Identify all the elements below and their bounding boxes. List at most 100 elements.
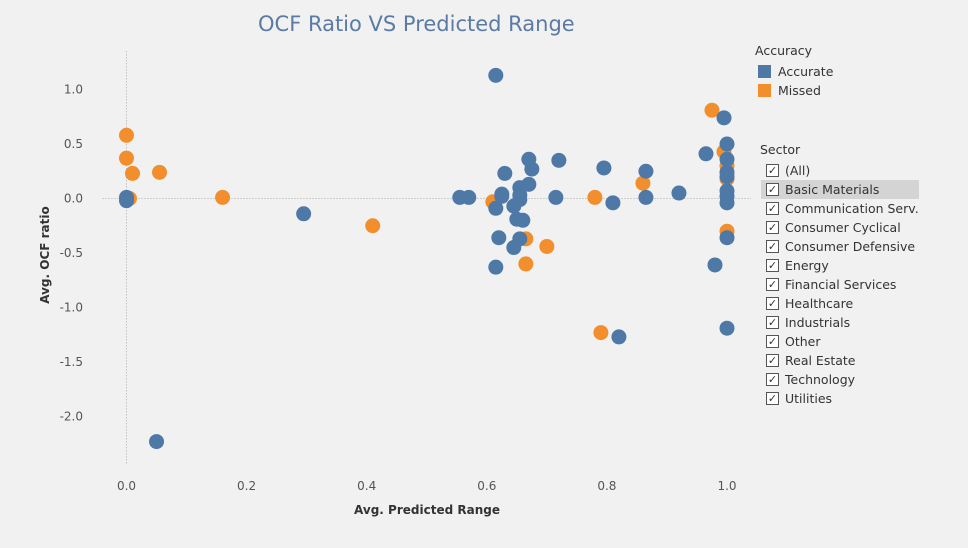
checkbox-checked-icon[interactable]: ✓ <box>766 335 779 348</box>
data-point-missed[interactable] <box>587 189 603 205</box>
data-point-missed[interactable] <box>152 164 168 180</box>
sector-item[interactable]: ✓ Industrials <box>761 313 919 332</box>
data-point-accurate[interactable] <box>698 146 714 162</box>
x-tick-label: 0.2 <box>237 479 256 493</box>
data-point-accurate[interactable] <box>491 230 507 246</box>
data-point-accurate[interactable] <box>605 195 621 211</box>
data-point-accurate[interactable] <box>611 329 627 345</box>
sector-item[interactable]: ✓ Other <box>761 332 919 351</box>
sector-item[interactable]: ✓ (All) <box>761 161 919 180</box>
data-point-missed[interactable] <box>119 150 134 166</box>
data-point-missed[interactable] <box>539 238 555 254</box>
data-point-accurate[interactable] <box>461 189 477 205</box>
y-tick-label: 0.5 <box>64 137 83 151</box>
sector-item-label: Basic Materials <box>785 182 880 197</box>
legend-item-accurate[interactable]: Accurate <box>758 62 833 80</box>
checkbox-checked-icon[interactable]: ✓ <box>766 221 779 234</box>
sector-item-label: Utilities <box>785 391 833 406</box>
data-point-accurate[interactable] <box>488 67 504 83</box>
sector-item[interactable]: ✓ Consumer Defensive <box>761 237 919 256</box>
data-point-missed[interactable] <box>119 127 134 143</box>
data-point-missed[interactable] <box>125 165 141 181</box>
data-point-accurate[interactable] <box>707 257 723 273</box>
y-tick-label: -1.0 <box>60 301 83 315</box>
y-tick-label: 0.0 <box>64 192 83 206</box>
sector-item-label: Financial Services <box>785 277 897 292</box>
sector-item[interactable]: ✓ Consumer Cyclical <box>761 218 919 237</box>
sector-item[interactable]: ✓ Real Estate <box>761 351 919 370</box>
data-point-accurate[interactable] <box>149 434 165 450</box>
x-tick-label: 0.4 <box>357 479 376 493</box>
sector-item[interactable]: ✓ Energy <box>761 256 919 275</box>
data-point-accurate[interactable] <box>719 230 735 246</box>
data-points[interactable] <box>119 67 735 450</box>
legend-item-missed[interactable]: Missed <box>758 81 821 99</box>
data-point-missed[interactable] <box>215 189 231 205</box>
missed-swatch-icon <box>758 83 771 97</box>
y-tick-label: -2.0 <box>60 410 83 424</box>
sector-item[interactable]: ✓ Communication Serv... <box>761 199 919 218</box>
x-axis-ticks: 0.0 0.2 0.4 0.6 0.8 1.0 <box>117 479 737 493</box>
data-point-accurate[interactable] <box>497 165 513 181</box>
checkbox-checked-icon[interactable]: ✓ <box>766 392 779 405</box>
sector-item[interactable]: ✓ Financial Services <box>761 275 919 294</box>
sector-filter-title: Sector <box>760 142 801 157</box>
sector-item[interactable]: ✓ Technology <box>761 370 919 389</box>
checkbox-checked-icon[interactable]: ✓ <box>766 354 779 367</box>
data-point-missed[interactable] <box>365 218 381 234</box>
x-tick-label: 0.0 <box>117 479 136 493</box>
sector-item-label: Other <box>785 334 821 349</box>
sector-item-label: Real Estate <box>785 353 856 368</box>
checkbox-checked-icon[interactable]: ✓ <box>766 316 779 329</box>
data-point-accurate[interactable] <box>719 136 735 152</box>
data-point-accurate[interactable] <box>638 189 654 205</box>
data-point-accurate[interactable] <box>719 320 735 336</box>
data-point-missed[interactable] <box>704 102 720 118</box>
data-point-accurate[interactable] <box>548 189 564 205</box>
chart-title: OCF Ratio VS Predicted Range <box>258 12 575 36</box>
checkbox-checked-icon[interactable]: ✓ <box>766 240 779 253</box>
checkbox-checked-icon[interactable]: ✓ <box>766 164 779 177</box>
sector-item-label: Consumer Cyclical <box>785 220 901 235</box>
x-tick-label: 1.0 <box>717 479 736 493</box>
data-point-accurate[interactable] <box>119 193 134 209</box>
data-point-accurate[interactable] <box>296 206 312 222</box>
sector-item-label: Energy <box>785 258 829 273</box>
data-point-accurate[interactable] <box>719 169 735 185</box>
sector-item[interactable]: ✓ Healthcare <box>761 294 919 313</box>
y-tick-label: -1.5 <box>60 355 83 369</box>
data-point-accurate[interactable] <box>515 212 531 228</box>
legend-label-missed: Missed <box>778 82 821 98</box>
data-point-accurate[interactable] <box>494 186 510 202</box>
data-point-accurate[interactable] <box>719 195 735 211</box>
data-point-accurate[interactable] <box>671 185 687 201</box>
x-tick-label: 0.6 <box>477 479 496 493</box>
checkbox-checked-icon[interactable]: ✓ <box>766 373 779 386</box>
sector-item[interactable]: ✓ Basic Materials <box>761 180 919 199</box>
checkbox-checked-icon[interactable]: ✓ <box>766 297 779 310</box>
y-tick-label: 1.0 <box>64 83 83 97</box>
checkbox-checked-icon[interactable]: ✓ <box>766 202 779 215</box>
data-point-missed[interactable] <box>518 256 534 272</box>
data-point-accurate[interactable] <box>488 259 504 275</box>
checkbox-checked-icon[interactable]: ✓ <box>766 259 779 272</box>
data-point-accurate[interactable] <box>488 200 504 216</box>
checkbox-checked-icon[interactable]: ✓ <box>766 278 779 291</box>
sector-item[interactable]: ✓ Utilities <box>761 389 919 408</box>
checkbox-checked-icon[interactable]: ✓ <box>766 183 779 196</box>
data-point-accurate[interactable] <box>512 192 528 208</box>
data-point-accurate[interactable] <box>716 110 732 126</box>
data-point-accurate[interactable] <box>512 231 528 247</box>
data-point-accurate[interactable] <box>524 161 540 177</box>
y-axis-ticks: 1.0 0.5 0.0 -0.5 -1.0 -1.5 -2.0 <box>60 83 83 424</box>
data-point-accurate[interactable] <box>521 176 537 192</box>
sector-item-label: Industrials <box>785 315 851 330</box>
data-point-missed[interactable] <box>635 175 651 191</box>
data-point-accurate[interactable] <box>596 160 612 176</box>
data-point-accurate[interactable] <box>719 151 735 167</box>
data-point-missed[interactable] <box>593 325 609 341</box>
data-point-accurate[interactable] <box>551 152 567 168</box>
data-point-accurate[interactable] <box>638 163 654 179</box>
x-tick-label: 0.8 <box>597 479 616 493</box>
